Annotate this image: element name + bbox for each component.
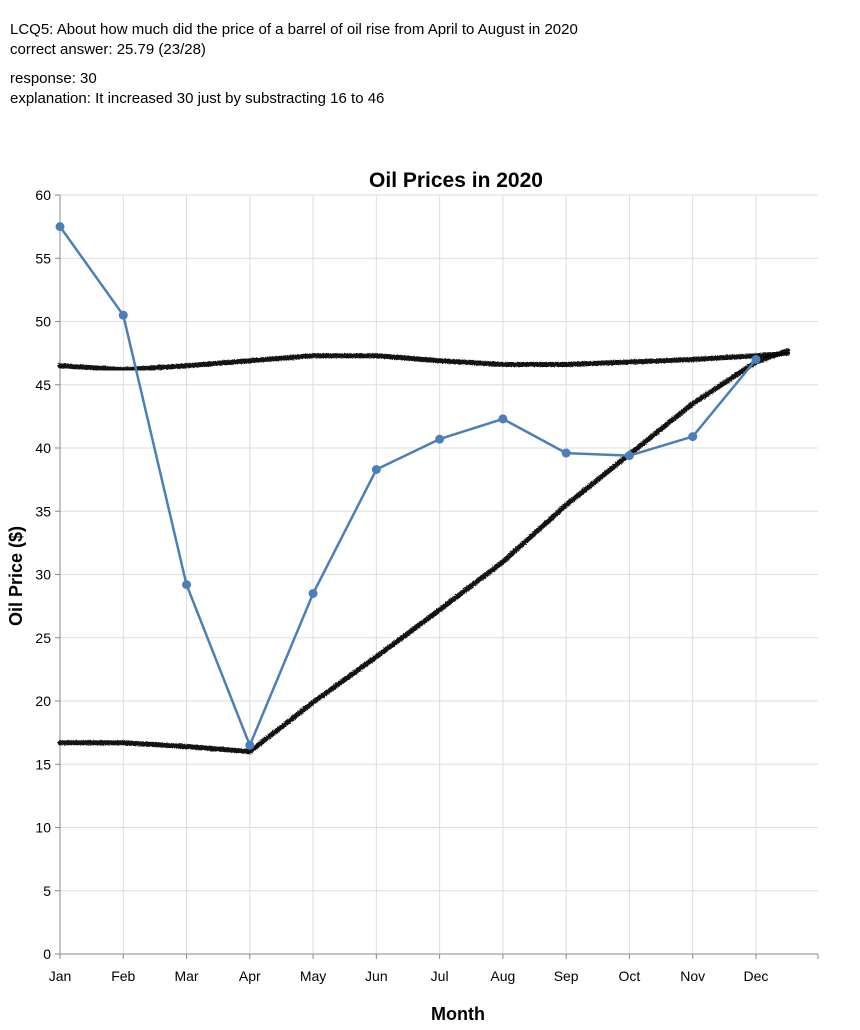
- x-tick-label-Nov: Nov: [680, 968, 705, 984]
- y-tick-label-25: 25: [35, 630, 51, 646]
- lower-rising-stroke: [57, 348, 791, 755]
- x-tick-label-Aug: Aug: [490, 968, 515, 984]
- upper-horizontal-stroke: [57, 350, 791, 373]
- grid: [60, 194, 818, 954]
- series-layer: [55, 222, 761, 750]
- x-tick-label-Apr: Apr: [239, 968, 261, 984]
- y-tick-label-15: 15: [35, 756, 51, 772]
- y-tick-label-20: 20: [35, 693, 51, 709]
- x-tick-label-Jul: Jul: [431, 968, 449, 984]
- response-block: response: 30 explanation: It increased 3…: [10, 69, 384, 109]
- x-tick-label-Oct: Oct: [619, 968, 641, 984]
- data-point-Sep: [561, 448, 571, 458]
- x-tick-label-Dec: Dec: [744, 968, 769, 984]
- question-text: LCQ5: About how much did the price of a …: [10, 21, 578, 38]
- data-point-Jun: [371, 465, 381, 475]
- response-explanation: explanation: It increased 30 just by sub…: [10, 90, 385, 107]
- correct-answer: correct answer: 25.79 (23/28): [10, 41, 206, 58]
- y-tick-label-10: 10: [35, 820, 51, 836]
- y-tick-label-30: 30: [35, 567, 51, 583]
- data-point-Feb: [118, 310, 128, 320]
- y-tick-label-60: 60: [35, 187, 51, 203]
- data-point-Apr: [245, 740, 255, 750]
- x-axis-title: Month: [431, 1004, 485, 1024]
- y-tick-label-35: 35: [35, 503, 51, 519]
- y-tick-label-45: 45: [35, 377, 51, 393]
- y-tick-label-0: 0: [43, 946, 51, 962]
- chart-title: Oil Prices in 2020: [369, 169, 543, 192]
- x-tick-label-Feb: Feb: [111, 968, 135, 984]
- y-axis-title: Oil Price ($): [6, 526, 26, 626]
- x-tick-label-May: May: [300, 968, 326, 984]
- x-tick-label-Mar: Mar: [174, 968, 198, 984]
- x-tick-label-Jun: Jun: [365, 968, 388, 984]
- data-point-Jan: [55, 222, 65, 232]
- data-point-Oct: [624, 451, 634, 461]
- data-point-Dec: [751, 354, 761, 364]
- axes: 0 5 10 15 20 25 30 35 40 45 50 55 60 Jan Feb Mar Apr May J…: [35, 187, 819, 984]
- data-point-Jul: [435, 434, 445, 444]
- x-tick-label-Sep: Sep: [554, 968, 579, 984]
- data-point-May: [308, 588, 318, 598]
- data-point-Aug: [498, 414, 508, 424]
- y-tick-label-55: 55: [35, 250, 51, 266]
- hand-drawn-annotations: [57, 348, 791, 755]
- series-line-0: [58, 225, 757, 747]
- y-tick-label-50: 50: [35, 314, 51, 330]
- data-point-Mar: [182, 580, 192, 590]
- x-tick-label-Jan: Jan: [49, 968, 72, 984]
- question-block: LCQ5: About how much did the price of a …: [10, 20, 578, 60]
- y-tick-label-5: 5: [43, 883, 51, 899]
- y-tick-label-40: 40: [35, 440, 51, 456]
- data-point-Nov: [688, 432, 698, 442]
- response-answer: response: 30: [10, 70, 97, 87]
